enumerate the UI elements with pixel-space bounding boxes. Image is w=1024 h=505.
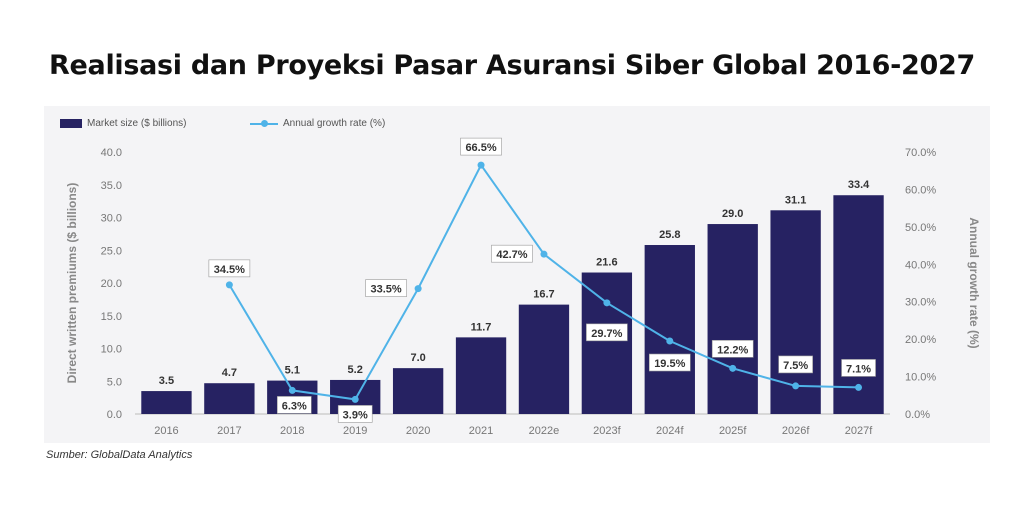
growth-value-label: 12.2% — [717, 344, 748, 356]
source-note: Sumber: GlobalData Analytics — [46, 449, 193, 461]
bar — [644, 245, 695, 414]
y-right-tick-label: 40.0% — [905, 259, 936, 271]
y-left-tick-label: 40.0 — [101, 147, 122, 159]
y-left-tick-label: 10.0 — [101, 344, 122, 356]
bar-value-label: 5.1 — [285, 365, 300, 377]
growth-value-label: 42.7% — [496, 249, 527, 261]
y-left-tick-label: 25.0 — [101, 245, 122, 257]
x-tick-label: 2021 — [469, 425, 493, 437]
y-right-tick-label: 70.0% — [905, 147, 936, 159]
growth-rate-point — [729, 364, 737, 372]
growth-label-box — [586, 323, 628, 342]
x-tick-label: 2016 — [154, 425, 178, 437]
growth-value-label: 7.5% — [783, 360, 808, 372]
growth-label-box — [841, 359, 876, 377]
x-tick-label: 2027f — [845, 425, 873, 437]
bar — [204, 383, 255, 414]
growth-value-label: 29.7% — [591, 328, 622, 340]
bar — [455, 337, 507, 414]
x-tick-label: 2018 — [280, 425, 304, 437]
growth-rate-point — [666, 337, 674, 345]
y-left-tick-label: 0.0 — [107, 409, 122, 421]
growth-value-label: 19.5% — [654, 358, 685, 370]
growth-label-box — [276, 396, 312, 414]
bar — [770, 210, 821, 414]
y-right-axis-title: Annual growth rate (%) — [967, 217, 981, 348]
growth-value-label: 7.1% — [846, 363, 871, 375]
growth-value-label: 6.3% — [282, 400, 307, 412]
bar-value-label: 11.7 — [471, 321, 492, 333]
bar-value-label: 16.7 — [533, 289, 554, 301]
bar-value-label: 33.4 — [848, 179, 870, 191]
bar-value-label: 29.0 — [722, 208, 743, 220]
growth-label-box — [337, 405, 373, 423]
y-left-tick-label: 5.0 — [107, 376, 122, 388]
growth-value-label: 66.5% — [465, 142, 496, 154]
legend-label-growth-rate: Annual growth rate (%) — [283, 118, 386, 129]
growth-value-label: 3.9% — [343, 409, 368, 421]
x-tick-label: 2017 — [217, 425, 241, 437]
growth-rate-point — [288, 386, 296, 394]
growth-rate-point — [855, 383, 863, 391]
bar-value-label: 25.8 — [659, 229, 680, 241]
growth-label-box — [491, 244, 533, 263]
bar — [392, 368, 444, 414]
y-left-tick-label: 30.0 — [101, 213, 122, 225]
y-right-tick-label: 50.0% — [905, 222, 936, 234]
legend-swatch-dot — [261, 120, 268, 127]
bar — [581, 272, 633, 414]
y-right-tick-label: 10.0% — [905, 372, 936, 384]
bar-value-label: 31.1 — [785, 194, 806, 206]
y-right-tick-label: 20.0% — [905, 334, 936, 346]
legend-swatch-bar — [60, 119, 82, 128]
bar — [833, 195, 884, 414]
x-tick-label: 2019 — [343, 425, 367, 437]
x-tick-label: 2025f — [719, 425, 747, 437]
y-left-tick-label: 15.0 — [101, 311, 122, 323]
y-right-tick-label: 30.0% — [905, 297, 936, 309]
y-left-tick-label: 20.0 — [101, 278, 122, 290]
growth-value-label: 34.5% — [214, 264, 245, 276]
x-tick-label: 2022e — [529, 425, 560, 437]
y-left-axis-title: Direct written premiums ($ billions) — [65, 183, 79, 384]
bar-value-label: 21.6 — [596, 257, 617, 269]
growth-rate-point — [540, 250, 548, 258]
bar-value-label: 4.7 — [222, 367, 237, 379]
x-tick-label: 2026f — [782, 425, 810, 437]
bar — [707, 224, 758, 414]
bar — [141, 391, 192, 414]
growth-value-label: 33.5% — [371, 284, 402, 296]
growth-label-box — [208, 259, 251, 278]
growth-rate-point — [603, 299, 611, 307]
x-tick-label: 2020 — [406, 425, 430, 437]
growth-rate-point — [225, 281, 233, 289]
growth-label-box — [460, 137, 502, 156]
bar-value-label: 5.2 — [348, 364, 363, 376]
growth-label-box — [778, 355, 813, 374]
legend-label-market-size: Market size ($ billions) — [87, 118, 187, 129]
growth-rate-point — [414, 285, 422, 293]
bar — [518, 304, 570, 414]
y-left-tick-label: 35.0 — [101, 180, 122, 192]
growth-rate-point — [792, 382, 800, 390]
y-right-tick-label: 60.0% — [905, 184, 936, 196]
growth-rate-point — [351, 395, 359, 403]
chart-title: Realisasi dan Proyeksi Pasar Asuransi Si… — [49, 50, 975, 81]
growth-label-box — [648, 353, 691, 372]
growth-rate-point — [477, 161, 485, 169]
x-tick-label: 2023f — [593, 425, 621, 437]
y-right-tick-label: 0.0% — [905, 409, 930, 421]
growth-label-box — [365, 279, 407, 297]
growth-label-box — [711, 340, 754, 358]
x-tick-label: 2024f — [656, 425, 684, 437]
bar-value-label: 3.5 — [159, 375, 174, 387]
bar-value-label: 7.0 — [410, 352, 425, 364]
